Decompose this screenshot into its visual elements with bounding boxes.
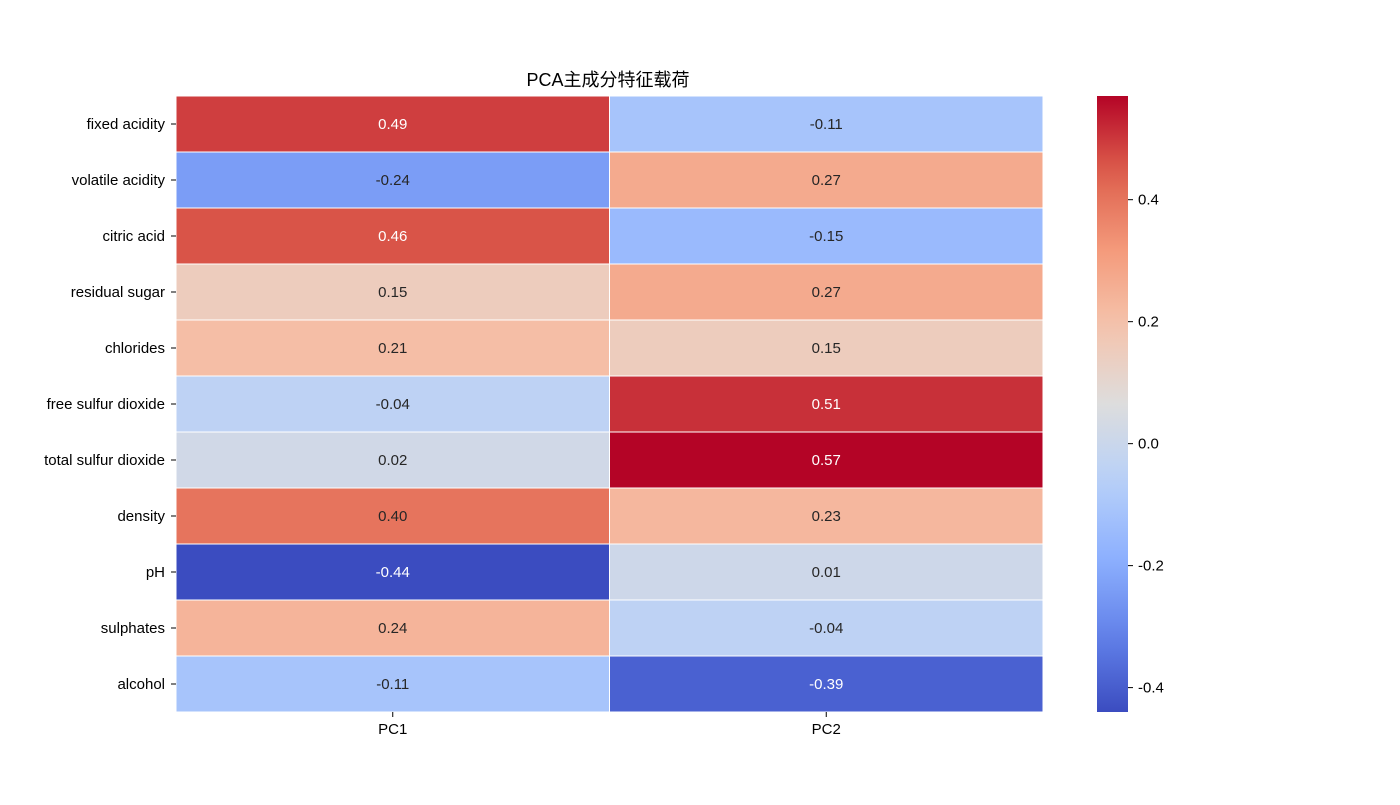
cell-value-label: 0.02 [378,452,407,469]
colorbar-tick-label: 0.2 [1138,314,1159,331]
y-tick-label: citric acid [102,228,165,245]
cell-value-label: -0.39 [809,676,843,693]
cell-value-label: -0.24 [376,172,410,189]
cell-value-label: -0.04 [809,620,843,637]
heatmap-cell [609,207,1044,265]
colorbar-tick-label: -0.2 [1138,558,1164,575]
cell-value-label: 0.21 [378,340,407,357]
heatmap-cell [609,263,1044,321]
cell-value-label: 0.23 [812,508,841,525]
cell-value-label: 0.51 [812,396,841,413]
heatmap-cell [609,655,1044,713]
cell-value-label: 0.49 [378,116,407,133]
cell-value-label: -0.11 [810,116,843,133]
cell-value-label: 0.01 [812,564,841,581]
y-tick-label: total sulfur dioxide [44,452,165,469]
heatmap-cell [175,207,610,265]
colorbar-tick-label: 0.4 [1138,192,1159,209]
heatmap-cell [609,319,1044,377]
cell-value-label: 0.27 [812,172,841,189]
heatmap-cell [609,487,1044,545]
cell-value-label: -0.15 [809,228,843,245]
heatmap-cell [175,543,610,601]
heatmap-cell [175,599,610,657]
heatmap-cell [609,375,1044,433]
cell-value-label: 0.27 [812,284,841,301]
heatmap-cell [175,487,610,545]
y-tick-label: fixed acidity [87,116,166,133]
heatmap-cells: 0.49 -0.11 -0.24 0.27 0.46 -0.15 0.15 0.27 0.21 0… [175,95,1044,713]
row-labels: fixed acidity volatile acidity citric acid… [44,116,176,693]
cell-value-label: 0.40 [378,508,407,525]
colorbar: -0.4 -0.2 0.0 0.2 0.4 [1097,96,1164,712]
y-tick-label: residual sugar [71,284,165,301]
colorbar-gradient [1097,96,1128,712]
y-tick-label: sulphates [101,620,165,637]
y-tick-label: free sulfur dioxide [47,396,165,413]
cell-value-label: 0.57 [812,452,841,469]
heatmap-cell [609,151,1044,209]
cell-value-label: -0.11 [376,676,409,693]
y-tick-label: volatile acidity [72,172,166,189]
x-tick-label: PC2 [812,721,841,738]
y-tick-label: alcohol [117,676,165,693]
y-tick-label: chlorides [105,340,165,357]
cell-value-label: 0.24 [378,620,407,637]
heatmap-cell [609,431,1044,489]
heatmap-cell [609,95,1044,153]
column-labels: PC1 PC2 [378,712,841,738]
colorbar-tick-label: -0.4 [1138,680,1164,697]
heatmap-cell [175,431,610,489]
colorbar-tick-label: 0.0 [1138,436,1159,453]
x-tick-label: PC1 [378,721,407,738]
cell-value-label: -0.04 [376,396,410,413]
heatmap-cell [175,95,610,153]
cell-value-label: -0.44 [376,564,410,581]
heatmap-cell [609,543,1044,601]
y-tick-label: density [117,508,165,525]
cell-value-label: 0.15 [378,284,407,301]
heatmap-cell [175,151,610,209]
heatmap-cell [609,599,1044,657]
chart-title: PCA主成分特征载荷 [526,70,689,90]
cell-value-label: 0.15 [812,340,841,357]
cell-value-label: 0.46 [378,228,407,245]
y-tick-label: pH [146,564,165,581]
heatmap-cell [175,655,610,713]
